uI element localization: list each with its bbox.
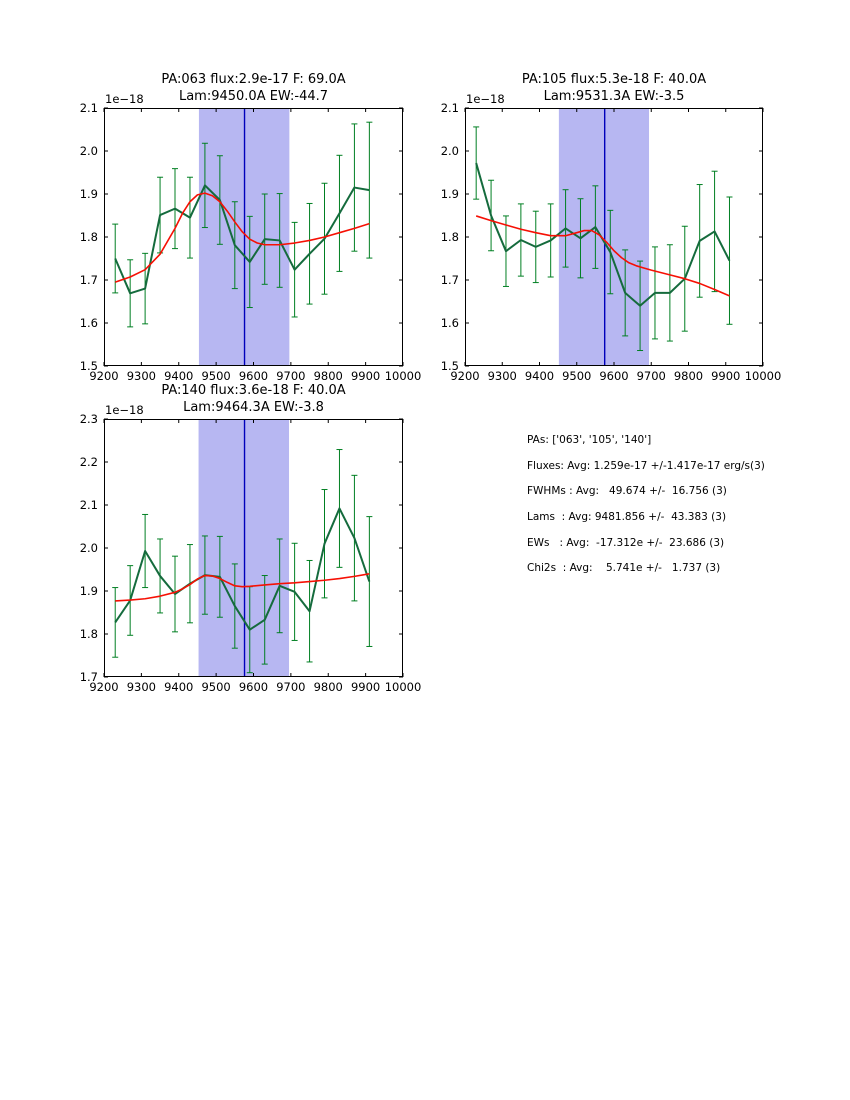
chart-title-line1: PA:105 flux:5.3e-18 F: 40.0A [521,72,707,87]
x-tick-label: 10000 [384,680,422,694]
x-tick-label: 9700 [276,680,306,694]
x-tick-label: 9200 [89,680,119,694]
x-tick-label: 9300 [126,369,157,383]
x-tick-label: 10000 [384,369,422,383]
y-tick-label: 2.2 [79,455,98,469]
x-tick-label: 9600 [238,369,269,383]
y-tick-label: 1.8 [79,230,98,244]
y-tick-label: 2.0 [79,144,98,158]
y-tick-label: 2.1 [440,101,459,115]
data-line [114,184,370,295]
fit-line [114,192,370,283]
plot-area [464,107,764,367]
stats-panel: PAs: ['063', '105', '140'] Fluxes: Avg: … [527,428,765,582]
y-tick-label: 1.9 [79,584,98,598]
x-tick-label: 10000 [744,369,782,383]
plot-frame [104,419,403,677]
stats-line-chi2s: Chi2s : Avg: 5.741e +/- 1.737 (3) [527,562,721,575]
chart-pa105: PA:105 flux:5.3e-18 F: 40.0A Lam:9531.3A … [441,72,782,382]
x-tick-label: 9400 [164,680,194,694]
chart-title-line2: Lam:9450.0A EW:-44.7 [178,89,329,104]
y-tick-label: 1.5 [79,359,98,373]
stats-line-fwhms: FWHMs : Avg: 49.674 +/- 16.756 (3) [527,485,727,498]
x-tick-label: 9200 [89,369,119,383]
x-tick-label: 9700 [276,369,306,383]
x-tick-label: 9800 [673,369,704,383]
fit-line [115,573,370,602]
x-tick-label: 9700 [636,369,666,383]
y-tick-label: 1.7 [440,273,459,287]
y-tick-label: 1.6 [79,316,98,330]
stats-line-pas: PAs: ['063', '105', '140'] [527,434,652,446]
chart-title-line1: PA:140 flux:3.6e-18 F: 40.0A [161,383,346,398]
y-tick-label: 1.6 [440,316,459,330]
y-tick-label: 1.5 [440,359,459,373]
data-line [114,507,371,631]
chart-title-line2: Lam:9464.3A EW:-3.8 [183,400,324,415]
x-tick-label: 9900 [711,369,741,383]
x-tick-label: 9500 [562,369,592,383]
y-tick-label: 2.0 [440,144,459,158]
x-tick-label: 9800 [313,680,343,694]
y-tick-label: 1.8 [79,627,98,641]
highlight-band [198,419,290,677]
y-tick-label: 2.0 [79,541,98,555]
x-tick-label: 9300 [126,680,157,694]
x-tick-label: 9800 [313,369,343,383]
plot-frame [104,108,403,366]
x-tick-label: 9400 [524,369,555,383]
x-tick-label: 9500 [201,369,231,383]
chart-title-line2: Lam:9531.3A EW:-3.5 [543,89,685,104]
chart-pa140: PA:140 flux:3.6e-18 F: 40.0A Lam:9464.3A … [80,383,422,693]
y-tick-label: 2.1 [79,101,98,115]
y-tick-label: 1.7 [79,273,98,287]
y-tick-label: 2.1 [79,498,98,512]
chart-title-line1: PA:063 flux:2.9e-17 F: 69.0A [161,72,346,87]
fit-line [475,215,730,297]
x-tick-label: 9600 [599,369,629,383]
y-tick-label: 2.3 [79,412,98,426]
highlight-band [558,108,650,366]
y-tick-label: 1.9 [440,187,459,201]
x-tick-label: 9300 [487,369,517,383]
x-tick-label: 9500 [201,680,231,694]
plot-frame [465,108,763,366]
y-axis-offset-label: 1e−18 [466,92,505,106]
stats-line-fluxes: Fluxes: Avg: 1.259e-17 +/-1.417e-17 erg/… [527,459,765,472]
plot-area [103,418,404,678]
y-axis-offset-label: 1e−18 [105,92,144,106]
stats-line-lams: Lams : Avg: 9481.856 +/- 43.383 (3) [527,511,727,524]
y-axis-offset-label: 1e−18 [105,403,144,417]
y-tick-label: 1.9 [79,187,98,201]
stats-line-ews: EWs : Avg: -17.312e +/- 23.686 (3) [527,536,725,549]
y-tick-label: 1.7 [79,670,98,684]
chart-pa063: PA:063 flux:2.9e-17 F: 69.0A Lam:9450.0A … [80,72,422,382]
x-tick-label: 9200 [450,369,480,383]
plot-area [103,107,404,367]
y-tick-label: 1.8 [440,230,459,244]
x-tick-label: 9900 [350,680,381,694]
x-tick-label: 9900 [350,369,381,383]
x-tick-label: 9400 [164,369,194,383]
x-tick-label: 9600 [238,680,269,694]
